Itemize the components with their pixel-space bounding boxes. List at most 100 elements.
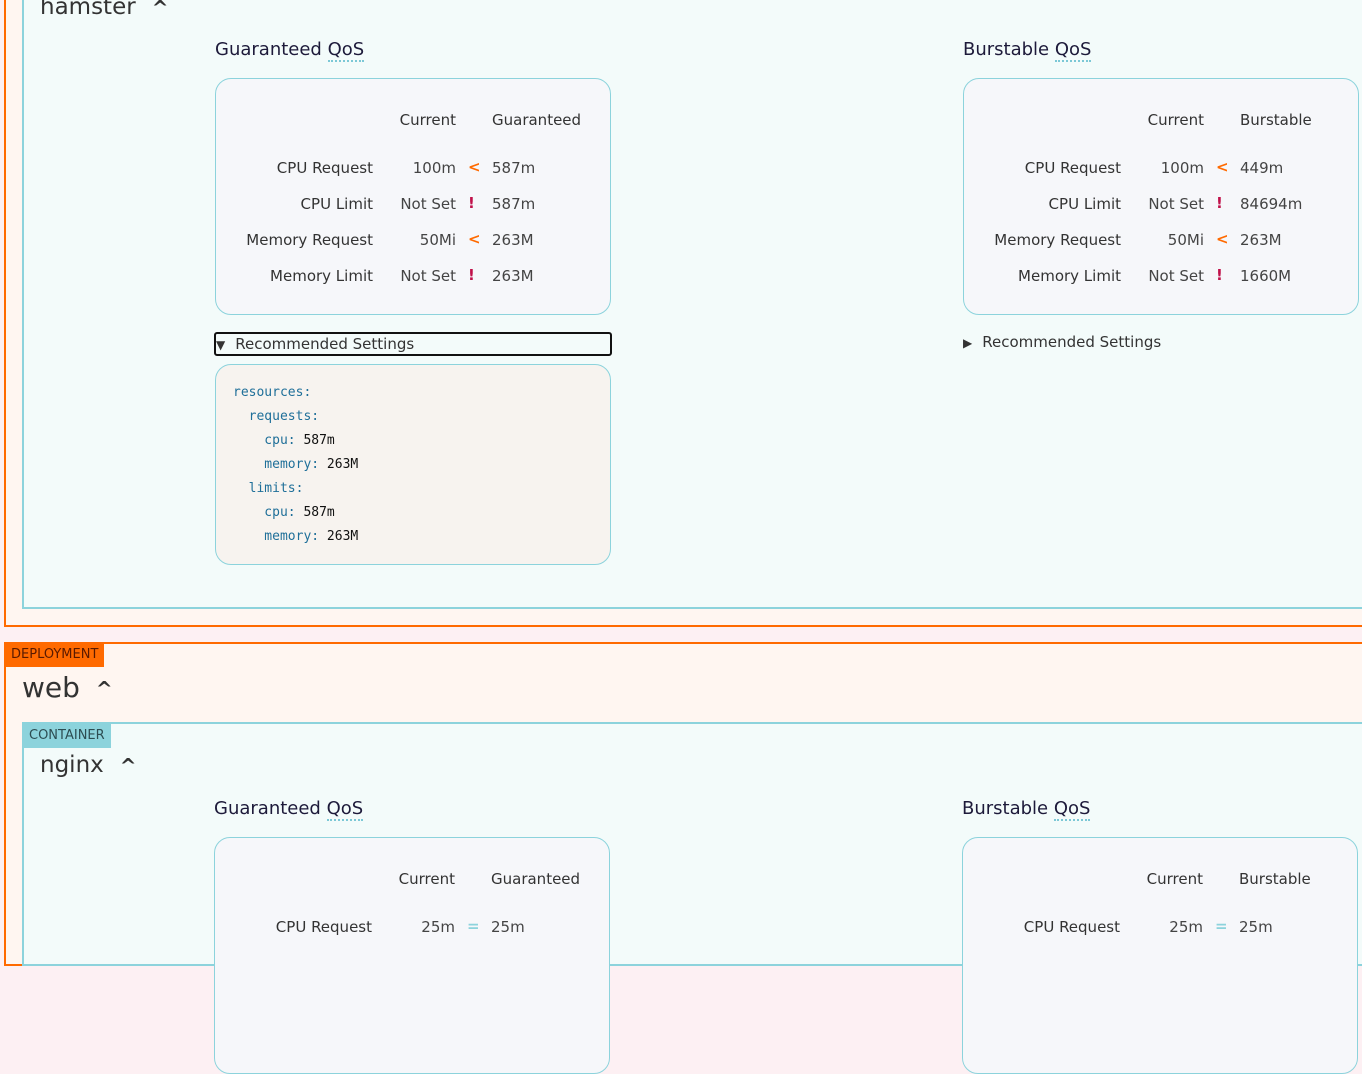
deployment-name: web [22, 671, 80, 704]
current-value: 25m [421, 918, 455, 936]
recommended-settings-toggle[interactable]: ▼ Recommended Settings [214, 332, 612, 356]
triangle-down-icon: ▼ [216, 338, 226, 352]
current-value: Not Set [400, 267, 456, 285]
column-header-current: Current [1147, 111, 1204, 129]
yaml-line: memory: 263M [233, 457, 358, 472]
yaml-key: memory: [233, 529, 320, 544]
resource-label: Memory Request [246, 231, 373, 249]
current-value: Not Set [1148, 267, 1204, 285]
resource-label: Memory Limit [270, 267, 373, 285]
collapse-chevron-icon[interactable]: ^ [119, 753, 137, 778]
yaml-line: cpu: 587m [233, 433, 335, 448]
burstable-qos-card: Current Burstable CPU Request 100m <449m CPU … [963, 78, 1359, 315]
less-than-icon: < [1216, 230, 1229, 248]
yaml-key: resources: [233, 385, 312, 400]
less-than-icon: < [468, 230, 481, 248]
deployment-tag: DEPLOYMENT [5, 643, 105, 667]
yaml-line: limits: [233, 481, 304, 496]
yaml-line: cpu: 587m [233, 505, 335, 520]
yaml-value: 263M [319, 529, 359, 544]
resource-label: CPU Limit [1048, 195, 1121, 213]
less-than-icon: < [1216, 158, 1229, 176]
current-value: 50Mi [1167, 231, 1204, 249]
recommended-value: 25m [1239, 918, 1273, 936]
column-header-current: Current [399, 111, 456, 129]
yaml-line: memory: 263M [233, 529, 358, 544]
triangle-right-icon: ▶ [963, 336, 973, 350]
recommended-settings-label: Recommended Settings [235, 335, 415, 353]
resource-label: CPU Request [1024, 159, 1121, 177]
container-title: hamster ^ [40, 0, 168, 20]
recommended-value: 263M [1240, 231, 1282, 249]
container-name: hamster [40, 0, 136, 20]
recommended-value: 25m [491, 918, 525, 936]
guaranteed-qos-heading: Guaranteed QoS [215, 39, 365, 62]
yaml-value: 587m [295, 433, 335, 448]
guaranteed-qos-card: Current Guaranteed CPU Request 100m <587m CPU… [215, 78, 611, 315]
yaml-key: cpu: [233, 433, 296, 448]
recommended-settings-label: Recommended Settings [982, 333, 1162, 351]
column-header-current: Current [398, 870, 455, 888]
resource-label: Memory Request [994, 231, 1121, 249]
collapse-chevron-icon[interactable]: ^ [151, 0, 169, 20]
guaranteed-heading-text: Guaranteed [214, 798, 327, 819]
burstable-heading-text: Burstable [963, 39, 1055, 60]
current-value: Not Set [1148, 195, 1204, 213]
guaranteed-heading-text: Guaranteed [215, 39, 328, 60]
recommended-value: 587m [492, 195, 536, 213]
resource-label: CPU Request [1023, 918, 1120, 936]
recommended-yaml-block: resources: requests: cpu: 587m memory: 2… [215, 364, 611, 565]
yaml-key: requests: [233, 409, 320, 424]
column-header-burstable: Burstable [1240, 111, 1312, 129]
current-value: 100m [412, 159, 456, 177]
recommended-value: 263M [492, 231, 534, 249]
column-header-current: Current [1146, 870, 1203, 888]
container-tag: CONTAINER [23, 724, 111, 748]
yaml-line: requests: [233, 409, 319, 424]
guaranteed-qos-card: Current Guaranteed CPU Request 25m = 25m [214, 837, 610, 1074]
burstable-qos-heading: Burstable QoS [963, 39, 1092, 62]
qos-abbreviation[interactable]: QoS [326, 798, 364, 821]
current-value: 25m [1169, 918, 1203, 936]
column-header-burstable: Burstable [1239, 870, 1311, 888]
resource-label: CPU Request [275, 918, 372, 936]
yaml-line: resources: [233, 385, 311, 400]
recommended-settings-toggle[interactable]: ▶ Recommended Settings [963, 332, 1161, 353]
deployment-title: web ^ [22, 671, 113, 704]
recommended-value: 263M [492, 267, 534, 285]
collapse-chevron-icon[interactable]: ^ [95, 677, 113, 701]
qos-abbreviation[interactable]: QoS [1054, 39, 1092, 62]
recommended-value: 84694m [1240, 195, 1303, 213]
yaml-key: cpu: [233, 505, 296, 520]
current-value: 100m [1160, 159, 1204, 177]
resource-label: CPU Request [276, 159, 373, 177]
container-title: nginx ^ [40, 752, 137, 778]
yaml-key: limits: [233, 481, 304, 496]
resource-label: Memory Limit [1018, 267, 1121, 285]
current-value: Not Set [400, 195, 456, 213]
burstable-qos-heading: Burstable QoS [962, 798, 1091, 821]
guaranteed-qos-heading: Guaranteed QoS [214, 798, 364, 821]
recommended-value: 1660M [1240, 267, 1292, 285]
resource-label: CPU Limit [300, 195, 373, 213]
recommended-value: 449m [1240, 159, 1284, 177]
exclamation-icon: ! [468, 266, 475, 284]
exclamation-icon: ! [1216, 266, 1223, 284]
recommended-value: 587m [492, 159, 536, 177]
yaml-key: memory: [233, 457, 320, 472]
column-header-guaranteed: Guaranteed [492, 111, 582, 129]
less-than-icon: < [468, 158, 481, 176]
qos-abbreviation[interactable]: QoS [327, 39, 365, 62]
qos-abbreviation[interactable]: QoS [1053, 798, 1091, 821]
equals-icon: = [467, 917, 480, 935]
current-value: 50Mi [419, 231, 456, 249]
exclamation-icon: ! [1216, 194, 1223, 212]
exclamation-icon: ! [468, 194, 475, 212]
burstable-heading-text: Burstable [962, 798, 1054, 819]
container-name: nginx [40, 752, 104, 778]
burstable-qos-card: Current Burstable CPU Request 25m = 25m [962, 837, 1358, 1074]
column-header-guaranteed: Guaranteed [491, 870, 581, 888]
equals-icon: = [1215, 917, 1228, 935]
yaml-value: 587m [295, 505, 335, 520]
yaml-value: 263M [319, 457, 359, 472]
